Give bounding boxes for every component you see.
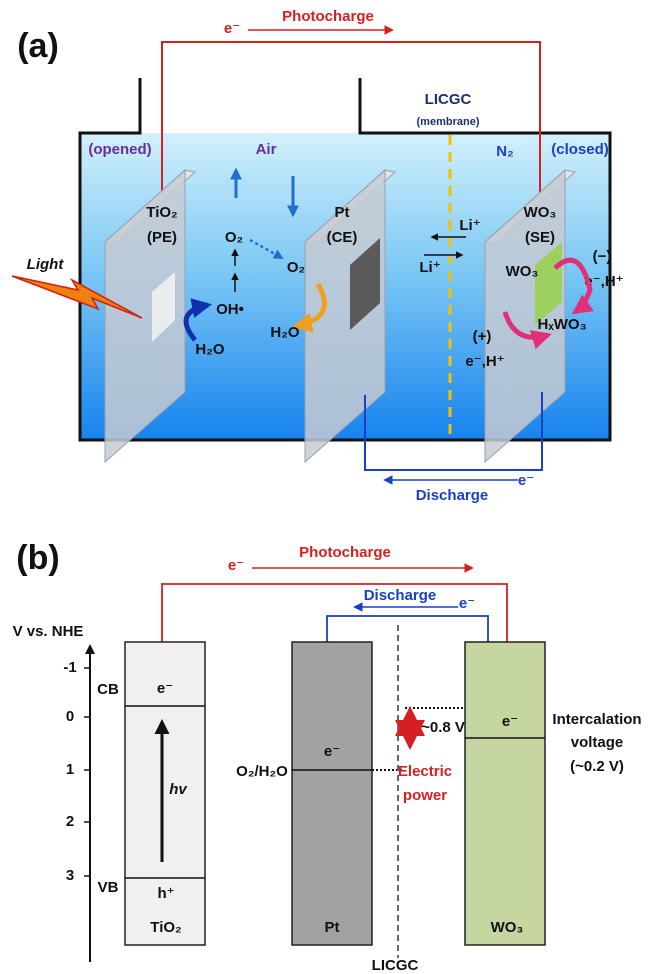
photon: hv <box>169 781 188 798</box>
electrode-role: (CE) <box>327 229 358 246</box>
photocharge-label: Photocharge <box>282 8 374 25</box>
power-label: Electric <box>398 763 452 780</box>
band-label: VB <box>98 879 119 896</box>
voltage-label: ~0.8 V <box>421 719 465 736</box>
species: H₂O <box>270 324 299 341</box>
species: OH• <box>216 301 244 318</box>
photocharge-label: Photocharge <box>299 544 391 561</box>
tick-label: 3 <box>66 867 74 884</box>
species: HₓWO₃ <box>537 316 586 333</box>
panel-b: (b) e⁻ Photocharge Discharge e⁻ V vs. NH… <box>13 539 642 974</box>
note: (~0.2 V) <box>570 758 624 775</box>
tick-label: 0 <box>66 708 74 725</box>
electrode-material: TiO₂ <box>146 204 177 221</box>
membrane-note: (membrane) <box>417 116 480 128</box>
electron: e⁻ <box>518 472 534 489</box>
electron: e⁻ <box>228 557 244 574</box>
power-label: power <box>403 787 447 804</box>
sign: (+) <box>473 328 492 345</box>
species: H₂O <box>195 341 224 358</box>
panel-label: (b) <box>16 539 59 577</box>
tick-label: 1 <box>66 761 74 778</box>
axis-label: V vs. NHE <box>13 623 84 640</box>
discharge-label: Discharge <box>416 487 489 504</box>
tick-label: -1 <box>63 659 76 676</box>
state-label: (opened) <box>88 141 151 158</box>
species: O₂ <box>287 259 305 276</box>
electrode-role: (SE) <box>525 229 555 246</box>
wo3-block <box>465 642 545 945</box>
electron: e⁻ <box>157 680 173 697</box>
figure: (a) e⁻ Photocharge LICGC (membrane) (ope… <box>0 0 649 974</box>
band-label: CB <box>97 681 119 698</box>
redox-couple: O₂/H₂O <box>236 763 288 780</box>
ion-label: Li⁺ <box>459 217 480 234</box>
sign: (−) <box>593 248 612 265</box>
material-label: WO₃ <box>491 919 524 936</box>
panel-a: (a) e⁻ Photocharge LICGC (membrane) (ope… <box>12 8 624 504</box>
species: e⁻,H⁺ <box>465 353 504 370</box>
material-label: Pt <box>325 919 340 936</box>
species: WO₃ <box>506 263 539 280</box>
membrane-label: LICGC <box>425 91 472 108</box>
electron: e⁻ <box>502 713 518 730</box>
note: voltage <box>571 734 624 751</box>
light-label: Light <box>27 256 65 273</box>
electron: e⁻ <box>224 20 240 37</box>
pt-block <box>292 642 372 945</box>
state-label: (closed) <box>551 141 609 158</box>
tick-label: 2 <box>66 813 74 830</box>
gas-label: Air <box>256 141 277 158</box>
electrode-material: Pt <box>335 204 350 221</box>
material-label: TiO₂ <box>150 919 181 936</box>
membrane-label: LICGC <box>372 957 419 974</box>
hole: h⁺ <box>157 885 174 902</box>
electrode-material: WO₃ <box>524 204 557 221</box>
note: Intercalation <box>552 711 641 728</box>
electron: e⁻ <box>459 595 475 612</box>
axis-ticks: -1 0 1 2 3 <box>63 659 90 884</box>
ion-label: Li⁺ <box>419 259 440 276</box>
panel-label: (a) <box>17 27 59 65</box>
species: O₂ <box>225 229 243 246</box>
gas-label: N₂ <box>496 143 514 160</box>
electrode-role: (PE) <box>147 229 177 246</box>
discharge-label: Discharge <box>364 587 437 604</box>
electron: e⁻ <box>324 743 340 760</box>
